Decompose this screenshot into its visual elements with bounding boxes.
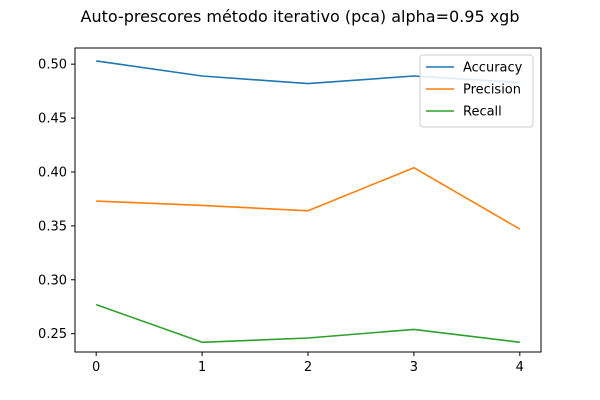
x-tick-label: 2 [304, 360, 312, 375]
axes: 0 1 2 3 4 0.25 0.30 0.35 0.40 0.45 0.50 [38, 47, 542, 375]
legend-label-recall: Recall [463, 105, 502, 120]
y-tick-label: 0.45 [38, 112, 67, 127]
chart-title: Auto-prescores método iterativo (pca) al… [81, 7, 520, 26]
x-tick-label: 3 [410, 360, 418, 375]
series-line-recall [95, 303, 520, 344]
x-tick-label: 0 [92, 360, 100, 375]
series-line-precision [96, 166, 521, 230]
x-tick-label: 4 [516, 360, 524, 375]
legend-box [419, 54, 534, 128]
y-tick-label: 0.50 [38, 58, 67, 73]
legend-label-accuracy: Accuracy [463, 61, 523, 76]
y-tick-label: 0.35 [38, 219, 67, 234]
y-tick-label: 0.30 [38, 273, 67, 288]
y-tick-label: 0.25 [38, 327, 67, 342]
y-tick-label: 0.40 [38, 165, 67, 180]
legend: Accuracy Precision Recall [419, 54, 534, 128]
legend-label-precision: Precision [463, 83, 521, 98]
x-tick-label: 1 [198, 360, 206, 375]
